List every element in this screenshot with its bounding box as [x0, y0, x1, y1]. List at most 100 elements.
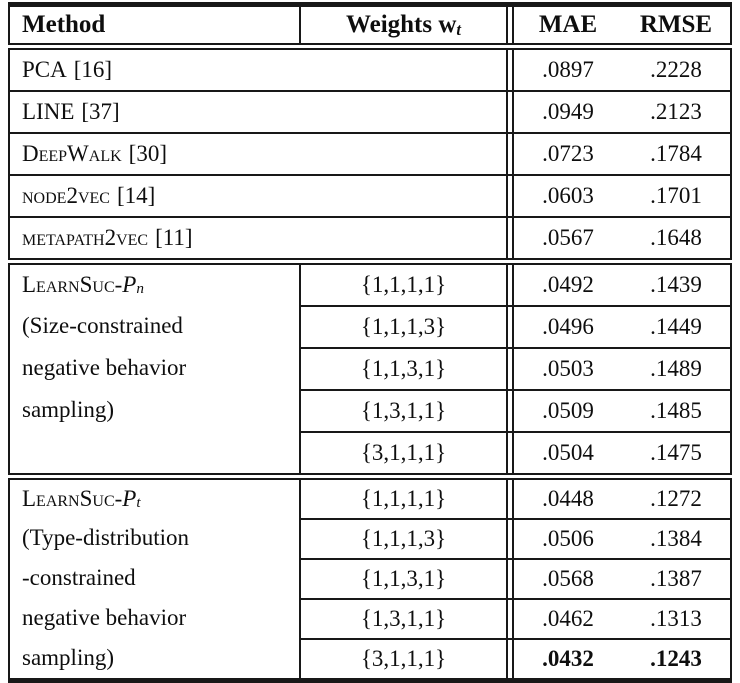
double-rule — [506, 265, 514, 305]
mae-value: .0949 — [542, 99, 594, 124]
double-rule — [506, 520, 514, 558]
rmse-value: .1485 — [650, 398, 702, 423]
weights-cell: {1,1,1,3} — [360, 526, 447, 551]
mae-value: .0567 — [542, 225, 594, 250]
method-name: DeepWalk — [22, 141, 122, 166]
group-name-text: LearnSuc — [22, 486, 115, 511]
metrics-cell: .0448 .1272 — [514, 480, 730, 518]
rmse-value-best: .1243 — [650, 646, 702, 671]
rmse-value: .1387 — [650, 566, 702, 591]
rmse-value: .1384 — [650, 526, 702, 551]
method-name: metapath2vec — [22, 225, 149, 250]
double-rule — [506, 7, 514, 43]
rmse-value: .1489 — [650, 356, 702, 381]
group-desc-line: negative behavior — [22, 355, 187, 380]
double-rule — [506, 600, 514, 638]
table-row: {1,1,1,1} .0492 .1439 — [301, 265, 730, 305]
table-row: {1,1,1,3} .0496 .1449 — [301, 305, 730, 347]
table-row-deepwalk: DeepWalk [30] .0723 .1784 — [10, 132, 730, 174]
method-cell: PCA [16] — [10, 50, 506, 90]
table-row-node2vec: node2vec [14] .0603 .1701 — [10, 174, 730, 216]
col-header-rmse: RMSE — [639, 11, 713, 38]
double-rule — [506, 176, 514, 216]
mae-value: .0504 — [542, 440, 594, 465]
table-row: {1,1,1,1} .0448 .1272 — [301, 480, 730, 518]
weights-cell: {1,3,1,1} — [360, 398, 447, 423]
double-rule — [506, 218, 514, 258]
rmse-value: .1784 — [650, 141, 702, 166]
group-variant: P — [122, 272, 137, 297]
weights-cell: {1,1,1,1} — [360, 272, 447, 297]
method-citation: [30] — [128, 141, 167, 166]
table-row: {3,1,1,1} .0504 .1475 — [301, 431, 730, 473]
mae-value: .0503 — [542, 356, 594, 381]
double-rule — [506, 480, 514, 518]
metrics-cell: .0567 .1648 — [514, 218, 730, 258]
mae-value: .0448 — [542, 486, 594, 511]
rmse-value: .2123 — [650, 99, 702, 124]
rmse-value: .1272 — [650, 486, 702, 511]
group-variant-subscript: n — [136, 280, 144, 298]
method-name: LINE — [22, 99, 75, 124]
method-citation: [14] — [116, 183, 156, 208]
group-desc-line: sampling) — [22, 645, 114, 670]
group-rows: {1,1,1,1} .0448 .1272 {1,1,1,3} .0506 .1… — [301, 480, 730, 678]
double-rule — [506, 92, 514, 132]
rmse-value: .1439 — [650, 272, 702, 297]
metrics-cell: .0897 .2228 — [514, 50, 730, 90]
metrics-header-cell: MAE RMSE — [514, 7, 730, 43]
double-rule — [506, 640, 514, 678]
metrics-cell: .0504 .1475 — [514, 433, 730, 473]
rmse-value: .1701 — [650, 183, 702, 208]
group-desc-line — [22, 431, 299, 473]
double-rule — [506, 560, 514, 598]
group-name-sep: - — [114, 272, 123, 297]
weights-cell: {1,1,3,1} — [360, 356, 447, 381]
metrics-cell: .0462 .1313 — [514, 600, 730, 638]
metrics-cell: .0723 .1784 — [514, 134, 730, 174]
group-variant-subscript: t — [136, 494, 141, 512]
table-row-metapath2vec: metapath2vec [11] .0567 .1648 — [10, 216, 730, 258]
double-rule — [506, 349, 514, 389]
group-name-sep: - — [114, 486, 123, 511]
table-row: {1,1,3,1} .0503 .1489 — [301, 347, 730, 389]
mae-value: .0897 — [542, 57, 594, 82]
group-desc-line: (Size-constrained — [22, 313, 183, 338]
method-cell: node2vec [14] — [10, 176, 506, 216]
mae-value-best: .0432 — [542, 646, 594, 671]
weights-cell: {3,1,1,1} — [360, 646, 447, 671]
table-row-pca: PCA [16] .0897 .2228 — [10, 50, 730, 90]
metrics-cell: .0503 .1489 — [514, 349, 730, 389]
metrics-cell: .0949 .2123 — [514, 92, 730, 132]
weights-cell: {1,1,3,1} — [360, 566, 447, 591]
baselines-section: PCA [16] .0897 .2228 LINE [37] .0949 .21… — [8, 48, 732, 260]
metrics-cell: .0496 .1449 — [514, 307, 730, 347]
metrics-cell: .0432 .1243 — [514, 640, 730, 678]
method-cell: DeepWalk [30] — [10, 134, 506, 174]
group-desc-line: negative behavior — [22, 605, 187, 630]
metrics-cell: .0509 .1485 — [514, 391, 730, 431]
mae-value: .0492 — [542, 272, 594, 297]
table-row: {3,1,1,1} .0432 .1243 — [301, 638, 730, 678]
table-row: {1,1,3,1} .0568 .1387 — [301, 558, 730, 598]
mae-value: .0506 — [542, 526, 594, 551]
rmse-value: .1648 — [650, 225, 702, 250]
col-header-method: Method — [10, 7, 301, 43]
metrics-cell: .0492 .1439 — [514, 265, 730, 305]
double-rule — [506, 307, 514, 347]
double-rule — [506, 391, 514, 431]
double-rule — [506, 134, 514, 174]
double-rule — [506, 433, 514, 473]
double-rule — [506, 50, 514, 90]
weights-cell: {3,1,1,1} — [360, 440, 447, 465]
rmse-value: .2228 — [650, 57, 702, 82]
weights-cell: {1,1,1,3} — [360, 314, 447, 339]
group-name-text: LearnSuc — [22, 272, 115, 297]
